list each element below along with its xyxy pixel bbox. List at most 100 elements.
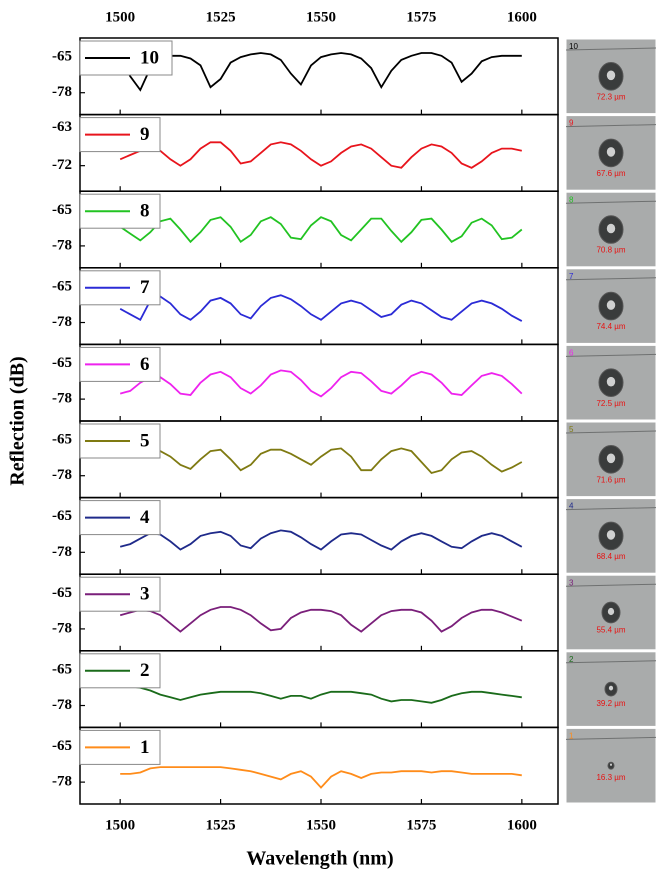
spectrum-line — [119, 606, 523, 633]
y-tick-label: -65 — [52, 661, 72, 677]
fiber-edge — [565, 124, 657, 128]
droplet-size: 72.3 µm — [596, 92, 625, 101]
droplet-image: 9 67.6 µm — [565, 115, 657, 191]
droplet-size: 68.4 µm — [596, 552, 625, 561]
legend-label: 8 — [140, 201, 150, 222]
image-index: 7 — [569, 272, 574, 281]
droplet-core — [606, 300, 616, 310]
legend-label: 6 — [140, 354, 150, 375]
x-tick-label: 1600 — [507, 817, 537, 833]
spectrum-line — [140, 447, 523, 475]
image-index: 3 — [569, 578, 574, 587]
droplet-core — [606, 223, 616, 234]
droplet-size: 67.6 µm — [596, 169, 625, 178]
droplet-image: 7 74.4 µm — [565, 268, 657, 344]
y-tick-label: -78 — [52, 237, 72, 253]
droplet-core — [606, 453, 616, 464]
spectrum-line — [119, 141, 522, 169]
fiber-edge — [565, 660, 657, 664]
spectrum-line — [80, 685, 522, 704]
droplet-size: 70.8 µm — [596, 246, 625, 255]
legend-label: 9 — [140, 124, 150, 145]
y-axis-title: Reflection (dB) — [7, 356, 29, 485]
droplet-image: 5 71.6 µm — [565, 421, 657, 498]
legend-label: 5 — [140, 430, 150, 451]
droplet-image: 1 16.3 µm — [565, 727, 657, 804]
image-frame — [565, 421, 657, 498]
legend-label: 7 — [140, 277, 150, 298]
y-tick-label: -78 — [52, 697, 72, 713]
droplet-image: 4 68.4 µm — [565, 498, 657, 574]
droplet-size: 55.4 µm — [596, 626, 625, 635]
fiber-edge — [565, 430, 657, 434]
legend-label: 1 — [140, 737, 150, 758]
panel-frame — [79, 726, 559, 805]
y-tick-label: -78 — [52, 774, 72, 790]
spectrum-line — [119, 294, 523, 322]
droplet-core — [607, 607, 615, 616]
y-tick-label: -65 — [52, 585, 72, 601]
droplet-image: 10 72.3 µm — [565, 38, 657, 115]
y-tick-label: -72 — [52, 157, 72, 173]
droplet-core — [606, 530, 616, 540]
droplet-image: 6 72.5 µm — [565, 344, 657, 421]
y-tick-label: -78 — [52, 467, 72, 483]
droplet-core — [606, 376, 616, 387]
image-index: 10 — [569, 42, 578, 51]
fiber-edge — [565, 736, 657, 740]
x-tick-label-top: 1575 — [406, 9, 436, 25]
y-tick-label: -78 — [52, 314, 72, 330]
droplet-core — [609, 763, 613, 766]
image-index: 9 — [569, 119, 574, 128]
droplet-size: 72.5 µm — [596, 399, 625, 408]
y-tick-label: -65 — [52, 738, 72, 754]
droplet-image: 2 39.2 µm — [565, 651, 657, 727]
y-tick-label: -65 — [52, 508, 72, 524]
x-tick-label-top: 1500 — [105, 9, 135, 25]
legend-label: 2 — [140, 660, 150, 681]
x-tick-label: 1525 — [206, 817, 236, 833]
legend-label: 3 — [140, 584, 150, 605]
fiber-edge — [565, 200, 657, 204]
x-axis-title: Wavelength (nm) — [246, 848, 393, 870]
y-tick-label: -63 — [52, 119, 72, 135]
y-tick-label: -78 — [52, 544, 72, 560]
fiber-edge — [565, 277, 657, 281]
droplet-size: 71.6 µm — [596, 475, 625, 484]
x-tick-label: 1550 — [306, 817, 336, 833]
spectrum-line — [119, 529, 523, 551]
droplet-core — [606, 147, 616, 157]
droplet-image: 8 70.8 µm — [565, 191, 657, 268]
fiber-edge — [565, 47, 657, 51]
x-tick-label: 1500 — [105, 817, 135, 833]
image-index: 2 — [569, 655, 574, 664]
image-index: 5 — [569, 425, 574, 434]
legend-label: 10 — [140, 47, 159, 68]
spectrum-line — [119, 216, 523, 244]
y-tick-label: -65 — [52, 278, 72, 294]
image-index: 1 — [569, 732, 574, 741]
x-tick-label: 1575 — [406, 817, 436, 833]
y-tick-label: -65 — [52, 355, 72, 371]
x-tick-label-top: 1550 — [306, 9, 336, 25]
droplet-size: 74.4 µm — [596, 322, 625, 331]
legend-label: 4 — [140, 507, 150, 528]
droplet-size: 39.2 µm — [596, 699, 625, 708]
x-tick-label-top: 1525 — [206, 9, 236, 25]
image-index: 6 — [569, 349, 574, 358]
droplet-size: 16.3 µm — [596, 773, 625, 782]
fiber-edge — [565, 353, 657, 357]
spectrum-line — [120, 766, 522, 789]
y-tick-label: -65 — [52, 432, 72, 448]
y-tick-label: -78 — [52, 620, 72, 636]
image-index: 4 — [569, 502, 574, 511]
y-tick-label: -65 — [52, 49, 72, 65]
droplet-core — [606, 70, 616, 81]
fiber-edge — [565, 507, 657, 511]
droplet-image: 3 55.4 µm — [565, 574, 657, 651]
droplet-core — [608, 685, 614, 691]
fiber-edge — [565, 583, 657, 587]
image-index: 8 — [569, 195, 574, 204]
y-tick-label: -78 — [52, 391, 72, 407]
